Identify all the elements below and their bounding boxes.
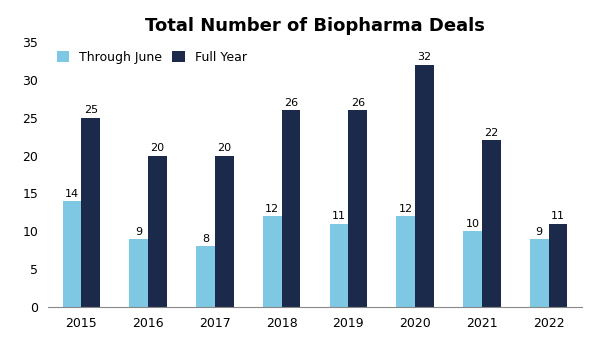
- Text: 26: 26: [350, 98, 365, 108]
- Text: 12: 12: [265, 204, 280, 214]
- Bar: [82, 118, 100, 307]
- Text: 9: 9: [536, 227, 543, 237]
- Bar: [530, 239, 548, 307]
- Text: 8: 8: [202, 234, 209, 244]
- Bar: [148, 156, 167, 307]
- Bar: [62, 201, 82, 307]
- Text: 9: 9: [135, 227, 142, 237]
- Text: 11: 11: [332, 211, 346, 222]
- Text: 32: 32: [418, 52, 431, 62]
- Title: Total Number of Biopharma Deals: Total Number of Biopharma Deals: [145, 17, 485, 35]
- Text: 20: 20: [151, 143, 164, 153]
- Bar: [482, 140, 500, 307]
- Text: 20: 20: [217, 143, 231, 153]
- Text: 22: 22: [484, 128, 499, 138]
- Text: 26: 26: [284, 98, 298, 108]
- Bar: [548, 224, 568, 307]
- Bar: [263, 216, 281, 307]
- Text: 10: 10: [466, 219, 479, 229]
- Bar: [329, 224, 349, 307]
- Bar: [463, 231, 482, 307]
- Bar: [397, 216, 415, 307]
- Bar: [215, 156, 233, 307]
- Bar: [130, 239, 148, 307]
- Text: 14: 14: [65, 189, 79, 199]
- Bar: [349, 110, 367, 307]
- Text: 12: 12: [399, 204, 413, 214]
- Legend: Through June, Full Year: Through June, Full Year: [54, 48, 249, 66]
- Bar: [196, 246, 215, 307]
- Text: 25: 25: [83, 105, 98, 116]
- Bar: [415, 65, 434, 307]
- Text: 11: 11: [551, 211, 565, 222]
- Bar: [281, 110, 301, 307]
